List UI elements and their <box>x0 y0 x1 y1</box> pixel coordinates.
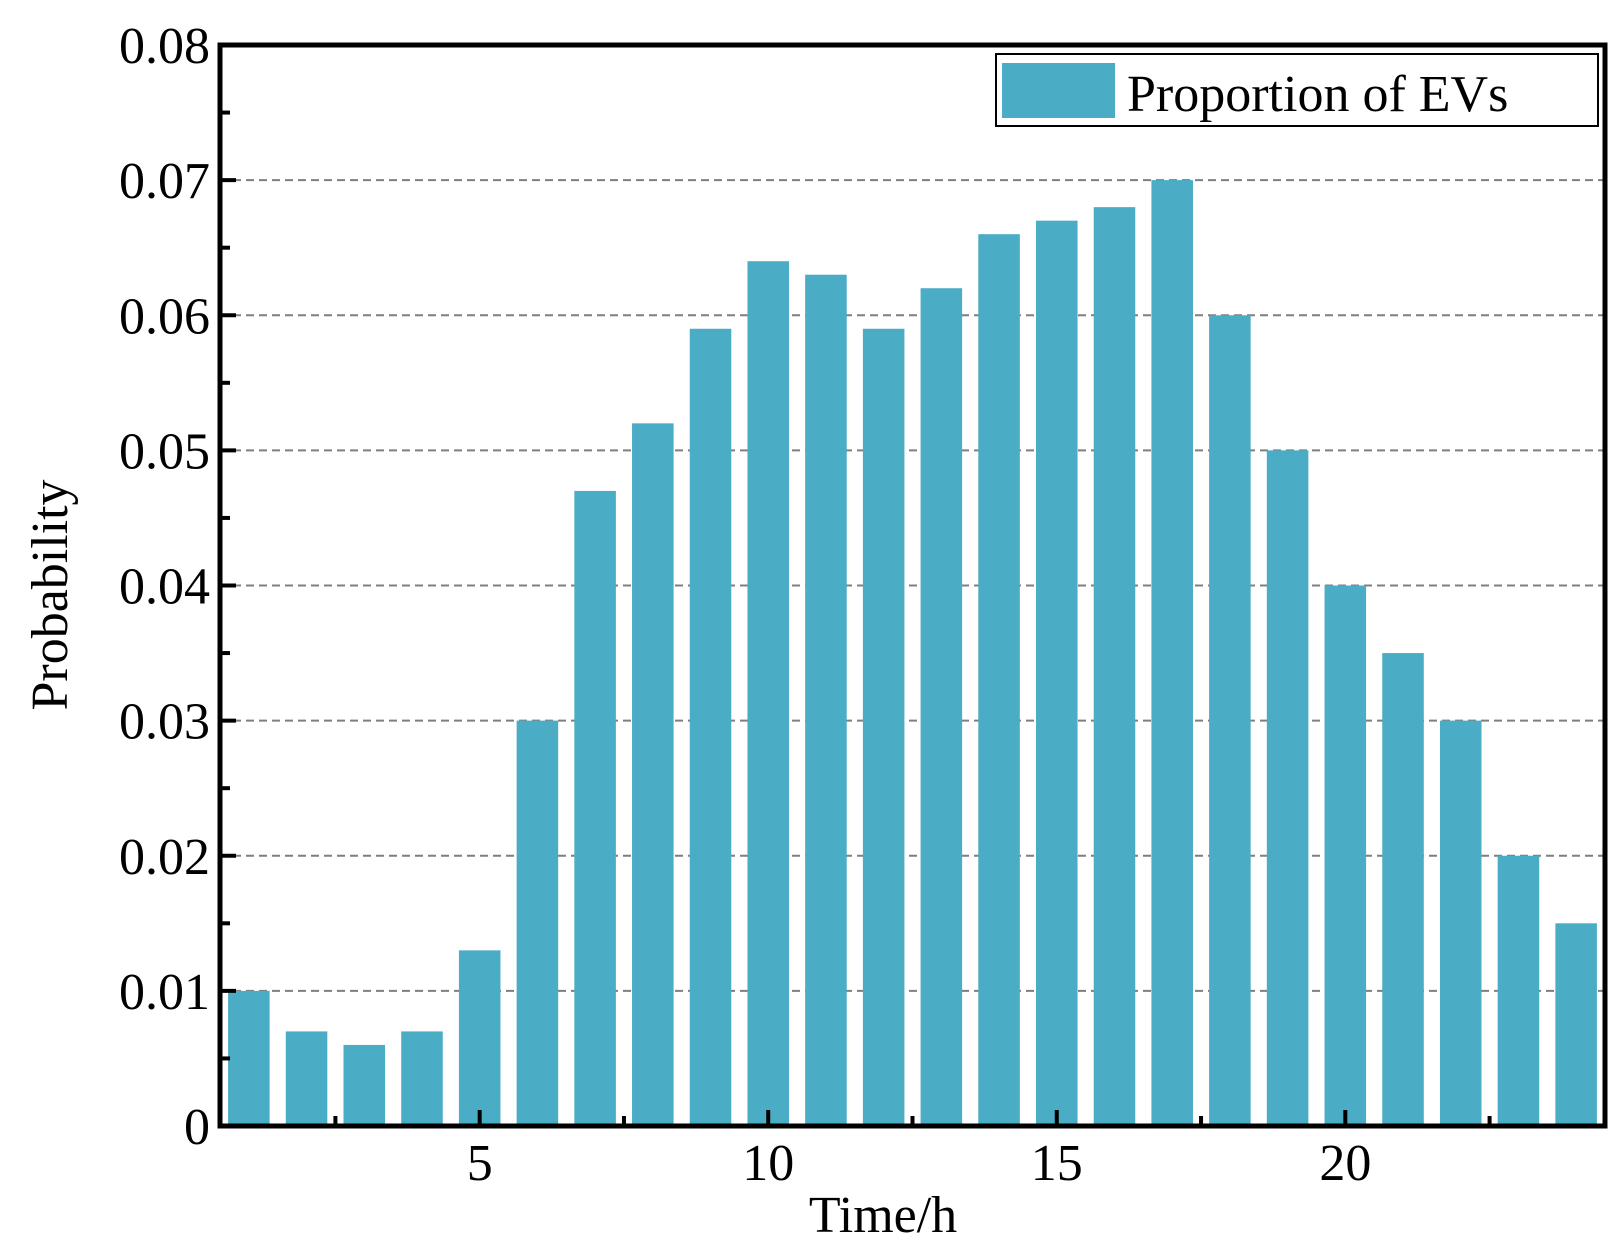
bar <box>516 720 559 1126</box>
bar <box>805 274 847 1126</box>
grid-lines <box>220 179 1605 992</box>
bar <box>632 423 674 1127</box>
y-tick-label: 0.04 <box>119 559 210 616</box>
bar <box>1209 315 1251 1126</box>
legend-swatch <box>1002 63 1115 118</box>
y-tick-label: 0.05 <box>119 423 210 480</box>
axes <box>217 42 1608 1129</box>
y-tick-label: 0.06 <box>119 288 210 345</box>
y-tick-label: 0.01 <box>119 964 210 1021</box>
bars <box>228 180 1597 1127</box>
bar <box>1266 450 1309 1126</box>
y-axis-title: Probability <box>22 479 79 710</box>
bar <box>689 328 732 1126</box>
legend-label: Proportion of EVs <box>1127 66 1508 123</box>
x-tick-label: 15 <box>1031 1135 1083 1192</box>
bar <box>1439 720 1482 1126</box>
y-tick-label: 0.07 <box>119 153 210 210</box>
y-tick-label: 0.08 <box>119 18 210 75</box>
bar <box>1382 653 1424 1126</box>
bar <box>1093 207 1136 1126</box>
bar <box>1151 180 1193 1126</box>
x-tick-label: 20 <box>1319 1135 1371 1192</box>
y-tick-label: 0 <box>184 1099 210 1156</box>
bar <box>574 490 616 1127</box>
bar <box>1497 855 1540 1126</box>
bar <box>401 1031 443 1126</box>
x-axis-title: Time/h <box>809 1187 957 1244</box>
bar <box>920 288 963 1127</box>
y-tick-label: 0.02 <box>119 829 210 886</box>
bar <box>343 1044 386 1126</box>
bar <box>285 1031 328 1126</box>
bar <box>1035 220 1078 1127</box>
bar <box>978 234 1020 1127</box>
bar <box>1555 923 1597 1126</box>
bar <box>862 328 905 1126</box>
bar <box>228 990 270 1126</box>
x-tick-label: 5 <box>467 1135 493 1192</box>
legend: Proportion of EVs <box>995 53 1599 127</box>
y-tick-label: 0.03 <box>119 694 210 751</box>
bar <box>458 950 501 1126</box>
tick-labels: 0 0.01 0.02 0.03 0.04 0.05 0.06 0.07 0.08 5 10 15 20 <box>119 18 1371 1192</box>
bar <box>1324 585 1367 1126</box>
x-tick-label: 10 <box>742 1135 794 1192</box>
bar <box>747 261 790 1126</box>
